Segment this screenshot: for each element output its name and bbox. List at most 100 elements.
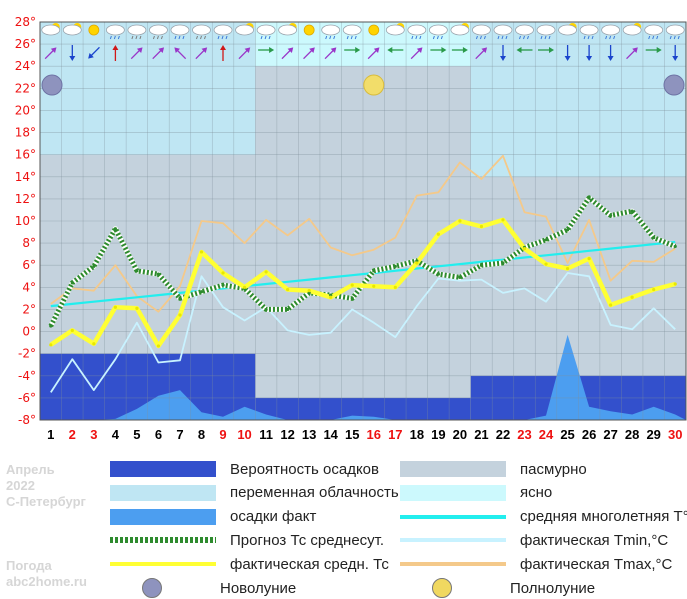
x-tick-label-22: 22 xyxy=(496,427,510,442)
y-tick-label: 18° xyxy=(15,126,36,140)
point-mean-29 xyxy=(652,287,656,292)
precip-drop-icon xyxy=(544,35,547,40)
full-moon-icon xyxy=(432,578,452,598)
point-mean-7 xyxy=(178,313,182,317)
precip-drop-icon xyxy=(264,35,267,40)
point-mean-17 xyxy=(393,285,397,289)
point-mean-2 xyxy=(70,328,74,333)
wind-arrow-icon-27 xyxy=(607,45,614,61)
wind-arrow-icon-9 xyxy=(220,45,226,61)
precip-drop-icon xyxy=(548,35,551,40)
legend-label: фактическая Tmax,°C xyxy=(520,555,673,573)
precip-drop-icon xyxy=(350,35,353,40)
side-year: 2022 xyxy=(6,478,35,493)
legend-label: Вероятность осадков xyxy=(230,460,379,478)
point-forecast-16 xyxy=(372,269,376,273)
wind-arrow-icon-14 xyxy=(324,47,337,60)
point-forecast-30 xyxy=(673,244,677,249)
wind-arrow-icon-20 xyxy=(451,47,468,53)
legend-swatch xyxy=(400,538,506,543)
x-tick-label-11: 11 xyxy=(259,427,273,442)
x-tick-label-26: 26 xyxy=(582,427,596,442)
y-tick-label: 14° xyxy=(15,170,36,184)
plot-border xyxy=(39,21,687,421)
point-forecast-1 xyxy=(49,324,53,328)
point-forecast-24 xyxy=(544,238,548,242)
wind-arrow-icon-15 xyxy=(344,47,361,53)
precip-drop-icon xyxy=(583,35,586,40)
point-forecast-8 xyxy=(199,290,204,294)
legend-label: переменная облачность xyxy=(230,484,399,502)
x-tick-label-17: 17 xyxy=(388,427,402,442)
precip-drop-icon xyxy=(475,35,478,40)
y-tick-label: -8° xyxy=(18,413,36,427)
cloud-snow-icon-8 xyxy=(192,24,211,36)
cloud-rain-icon-29 xyxy=(644,24,664,36)
cloud-sun-icon-2 xyxy=(62,24,82,36)
point-forecast-28 xyxy=(630,209,634,213)
precip-drop-icon xyxy=(268,35,271,40)
precip-drop-icon xyxy=(440,35,443,40)
precip-drop-icon xyxy=(527,35,529,40)
point-mean-12 xyxy=(286,287,290,292)
x-tick-label-3: 3 xyxy=(90,427,97,442)
precip-drop-icon xyxy=(204,35,206,40)
cloud-sun-icon-1 xyxy=(41,24,61,36)
weather-chart: 28° 26° 24° 22° 20° 18° 16° 14° 12° 10° 8° 6° 4° 2° 0°… xyxy=(15,15,687,442)
point-forecast-12 xyxy=(286,307,290,312)
point-mean-18 xyxy=(415,261,419,265)
precip-drop-icon xyxy=(329,35,332,40)
wind-arrow-icon-28 xyxy=(626,47,638,60)
legend-right-item-3: средняя многолетняя T°C xyxy=(400,506,687,528)
x-tick-label-9: 9 xyxy=(219,427,226,442)
wind-arrow-icon-30 xyxy=(672,45,679,61)
cloud-sun-icon-20 xyxy=(450,24,470,36)
legend-label: ясно xyxy=(520,484,553,502)
cloud-rain-icon-24 xyxy=(536,24,556,36)
precip-drop-icon xyxy=(182,35,185,40)
point-forecast-14 xyxy=(329,293,333,297)
precip-drop-icon xyxy=(673,35,676,40)
series-mean-line xyxy=(49,217,676,349)
cloud-rain-icon-18 xyxy=(407,24,427,36)
new-moon-icon xyxy=(142,578,162,598)
side-caption: Апрель 2022 С-Петербург xyxy=(6,462,86,510)
point-mean-21 xyxy=(479,224,484,229)
wind-arrow-icon-25 xyxy=(564,45,571,61)
precip-drop-icon xyxy=(483,35,486,40)
point-mean-8 xyxy=(199,250,204,254)
point-forecast-18 xyxy=(415,259,419,263)
legend-label: фактическая средн. Тс xyxy=(230,555,389,573)
precip-drop-icon xyxy=(113,35,116,40)
point-forecast-25 xyxy=(565,228,570,232)
precip-drop-icon xyxy=(505,35,508,40)
cloud-snow-icon-6 xyxy=(149,24,168,36)
point-mean-5 xyxy=(135,306,139,310)
wind-arrow-icon-6 xyxy=(152,47,165,60)
point-forecast-26 xyxy=(587,196,591,200)
legend-right-item-4: фактическая Tmin,°C xyxy=(400,529,668,551)
x-tick-label-7: 7 xyxy=(176,427,183,442)
point-mean-4 xyxy=(113,305,117,309)
precip-drop-icon xyxy=(152,35,155,40)
legend-swatch xyxy=(110,484,216,501)
wind-arrow-icon-10 xyxy=(238,47,251,60)
y-tick-label: 22° xyxy=(15,81,36,95)
moon-new-icon-1 xyxy=(41,74,63,96)
wind-arrow-icon-12 xyxy=(281,47,294,60)
point-forecast-7 xyxy=(178,296,182,300)
wind-arrow-icon-18 xyxy=(410,47,423,60)
point-forecast-11 xyxy=(264,307,268,312)
wind-arrow-icon-11 xyxy=(258,47,275,53)
wind-arrow-icon-4 xyxy=(112,45,119,61)
legend-left-item-5: фактическая средн. Тс xyxy=(110,553,389,575)
cloud-rain-icon-11 xyxy=(256,24,276,36)
legend-right-item-2: ясно xyxy=(400,482,552,504)
x-tick-label-12: 12 xyxy=(280,427,294,442)
point-forecast-6 xyxy=(156,272,161,276)
y-tick-label: 24° xyxy=(15,59,36,73)
precip-drop-icon xyxy=(501,35,504,40)
point-forecast-4 xyxy=(113,227,117,231)
legend-label: фактическая Tmin,°C xyxy=(520,531,669,549)
point-mean-14 xyxy=(329,295,333,299)
